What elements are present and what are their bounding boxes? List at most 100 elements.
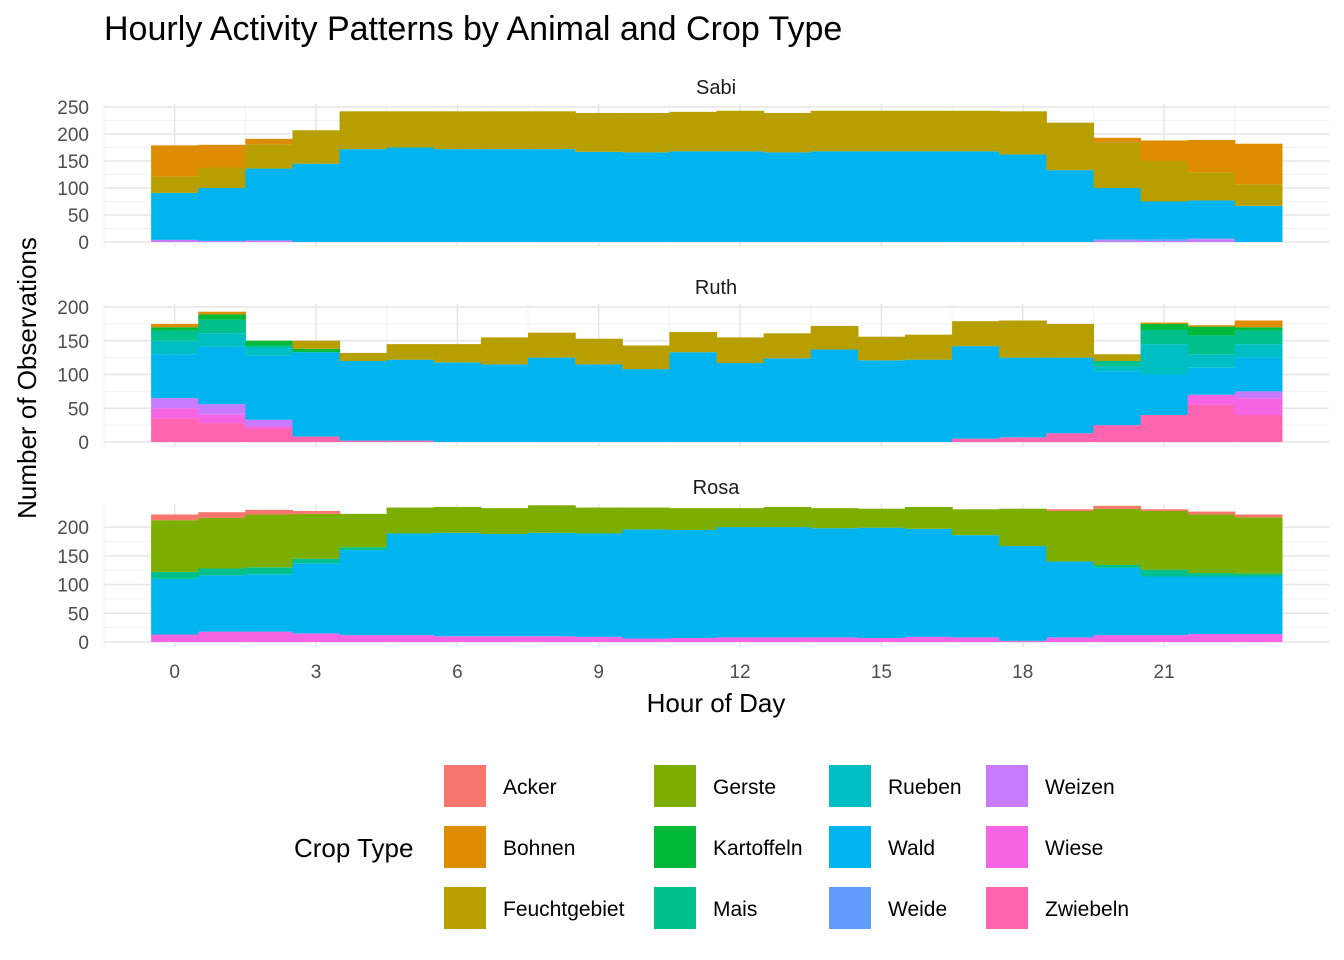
bar-sabi-feuchtgebiet-h5 xyxy=(386,111,435,148)
bar-rosa-mais-h22 xyxy=(1187,573,1236,577)
bar-rosa-gerste-h9 xyxy=(575,507,623,534)
bar-ruth-bohnen-h22 xyxy=(1187,325,1236,327)
bar-rosa-wald-h16 xyxy=(904,528,953,637)
bar-ruth-wald-h4 xyxy=(339,361,388,441)
bar-sabi-wald-h11 xyxy=(669,151,718,242)
bar-rosa-wiese-h7 xyxy=(480,636,529,642)
bar-sabi-feuchtgebiet-h14 xyxy=(810,110,859,152)
bar-rosa-gerste-h20 xyxy=(1093,508,1142,566)
bar-ruth-zwiebeln-h1 xyxy=(198,423,246,442)
legend-label-kartoffeln: Kartoffeln xyxy=(713,837,803,860)
bar-rosa-wald-h10 xyxy=(622,529,670,639)
bar-sabi-wald-h22 xyxy=(1187,200,1236,239)
bar-rosa-gerste-h23 xyxy=(1234,517,1283,574)
legend-key-wiese xyxy=(986,826,1028,868)
bar-rosa-gerste-h13 xyxy=(763,507,812,528)
bar-rosa-wald-h12 xyxy=(716,527,765,638)
legend-key-kartoffeln xyxy=(654,826,696,868)
bar-sabi-feuchtgebiet-h23 xyxy=(1234,184,1283,206)
x-axis-title: Hour of Day xyxy=(647,688,786,718)
axes-layer: 0 50 100 150 200 250 0 50 100 150 200 0 50 100 150 200 0… xyxy=(57,98,1174,683)
bar-rosa-wald-h6 xyxy=(433,532,482,637)
bar-rosa-gerste-h11 xyxy=(669,508,718,530)
bar-sabi-weide-h21 xyxy=(1140,239,1189,241)
bar-rosa-mais-h1 xyxy=(198,568,246,576)
bar-sabi-feuchtgebiet-h15 xyxy=(857,110,906,152)
bar-ruth-mais-h22 xyxy=(1187,335,1236,355)
bar-ruth-wald-h13 xyxy=(763,358,812,442)
bar-rosa-wald-h4 xyxy=(339,550,388,636)
bar-ruth-kartoffeln-h3 xyxy=(292,348,341,353)
bar-sabi-weizen-h2 xyxy=(245,240,294,242)
bar-ruth-weizen-h2 xyxy=(245,419,294,427)
bar-ruth-wiese-h0 xyxy=(151,408,199,419)
x-tick-label: 0 xyxy=(169,662,180,683)
bar-ruth-zwiebeln-h19 xyxy=(1046,433,1095,442)
bar-rosa-wiese-h9 xyxy=(575,636,623,642)
bar-rosa-acker-h23 xyxy=(1234,514,1283,518)
bar-ruth-kartoffeln-h21 xyxy=(1140,323,1189,330)
bar-ruth-wald-h19 xyxy=(1046,357,1095,434)
bar-sabi-wald-h15 xyxy=(857,151,906,242)
bar-rosa-wald-h5 xyxy=(386,533,435,636)
bar-sabi-wald-h3 xyxy=(292,163,341,242)
bar-rosa-wald-h9 xyxy=(575,533,623,637)
legend-label-gerste: Gerste xyxy=(713,776,776,799)
bar-rosa-gerste-h4 xyxy=(339,513,388,548)
legend-key-weizen xyxy=(986,765,1028,807)
bar-sabi-wald-h19 xyxy=(1046,170,1095,242)
x-tick-label: 15 xyxy=(871,662,892,683)
bar-ruth-mais-h1 xyxy=(198,319,246,334)
bar-rosa-gerste-h3 xyxy=(292,513,341,559)
x-tick-label: 12 xyxy=(729,662,750,683)
bar-ruth-wiese-h1 xyxy=(198,414,246,424)
bar-rosa-wiese-h15 xyxy=(857,637,906,642)
bar-rosa-wald-h3 xyxy=(292,563,341,634)
bar-ruth-wald-h1 xyxy=(198,346,246,405)
bar-rosa-wiese-h8 xyxy=(528,636,576,642)
bar-sabi-feuchtgebiet-h10 xyxy=(622,112,670,153)
bar-ruth-feuchtgebiet-h17 xyxy=(952,321,1000,347)
bar-sabi-wald-h23 xyxy=(1234,205,1283,242)
bar-rosa-wald-h15 xyxy=(857,527,906,638)
bar-sabi-feuchtgebiet-h6 xyxy=(433,111,482,150)
bar-sabi-wald-h5 xyxy=(386,147,435,242)
bar-rosa-gerste-h15 xyxy=(857,508,906,528)
bar-ruth-zwiebeln-h4 xyxy=(339,440,388,442)
x-tick-label: 9 xyxy=(593,662,604,683)
bar-ruth-wald-h2 xyxy=(245,355,294,420)
bar-rosa-wald-h13 xyxy=(763,527,812,638)
bar-rosa-wald-h23 xyxy=(1234,576,1283,634)
bar-sabi-feuchtgebiet-h9 xyxy=(575,112,623,152)
bar-rosa-mais-h21 xyxy=(1140,569,1189,577)
bar-sabi-feuchtgebiet-h7 xyxy=(480,111,529,150)
y-tick-label-sabi: 100 xyxy=(57,179,89,200)
bar-sabi-feuchtgebiet-h21 xyxy=(1140,161,1189,202)
bar-rosa-wiese-h19 xyxy=(1046,637,1095,642)
bar-rosa-acker-h21 xyxy=(1140,509,1189,512)
bar-sabi-feuchtgebiet-h20 xyxy=(1093,142,1142,188)
bar-ruth-kartoffeln-h0 xyxy=(151,327,199,331)
legend-label-rueben: Rueben xyxy=(888,776,962,799)
bar-sabi-bohnen-h23 xyxy=(1234,143,1283,185)
bar-ruth-feuchtgebiet-h11 xyxy=(669,331,718,353)
bar-ruth-wald-h5 xyxy=(386,359,435,441)
bar-sabi-feuchtgebiet-h3 xyxy=(292,130,341,164)
bar-sabi-feuchtgebiet-h4 xyxy=(339,111,388,150)
y-tick-label-sabi: 150 xyxy=(57,152,89,173)
bar-rosa-wald-h21 xyxy=(1140,576,1189,636)
bar-rosa-acker-h22 xyxy=(1187,511,1236,515)
bar-rosa-wald-h8 xyxy=(528,532,576,637)
bar-rosa-mais-h3 xyxy=(292,558,341,564)
legend-key-weide xyxy=(829,887,871,929)
bar-rosa-wald-h20 xyxy=(1093,567,1142,636)
bar-ruth-feuchtgebiet-h16 xyxy=(904,334,953,360)
bar-ruth-zwiebeln-h2 xyxy=(245,428,294,442)
bar-ruth-feuchtgebiet-h9 xyxy=(575,338,623,365)
x-tick-label: 3 xyxy=(311,662,322,683)
bar-rosa-wiese-h10 xyxy=(622,638,670,642)
bar-ruth-wald-h14 xyxy=(810,349,859,442)
legend-key-rueben xyxy=(829,765,871,807)
legend-key-acker xyxy=(444,765,486,807)
bar-ruth-kartoffeln-h23 xyxy=(1234,327,1283,331)
